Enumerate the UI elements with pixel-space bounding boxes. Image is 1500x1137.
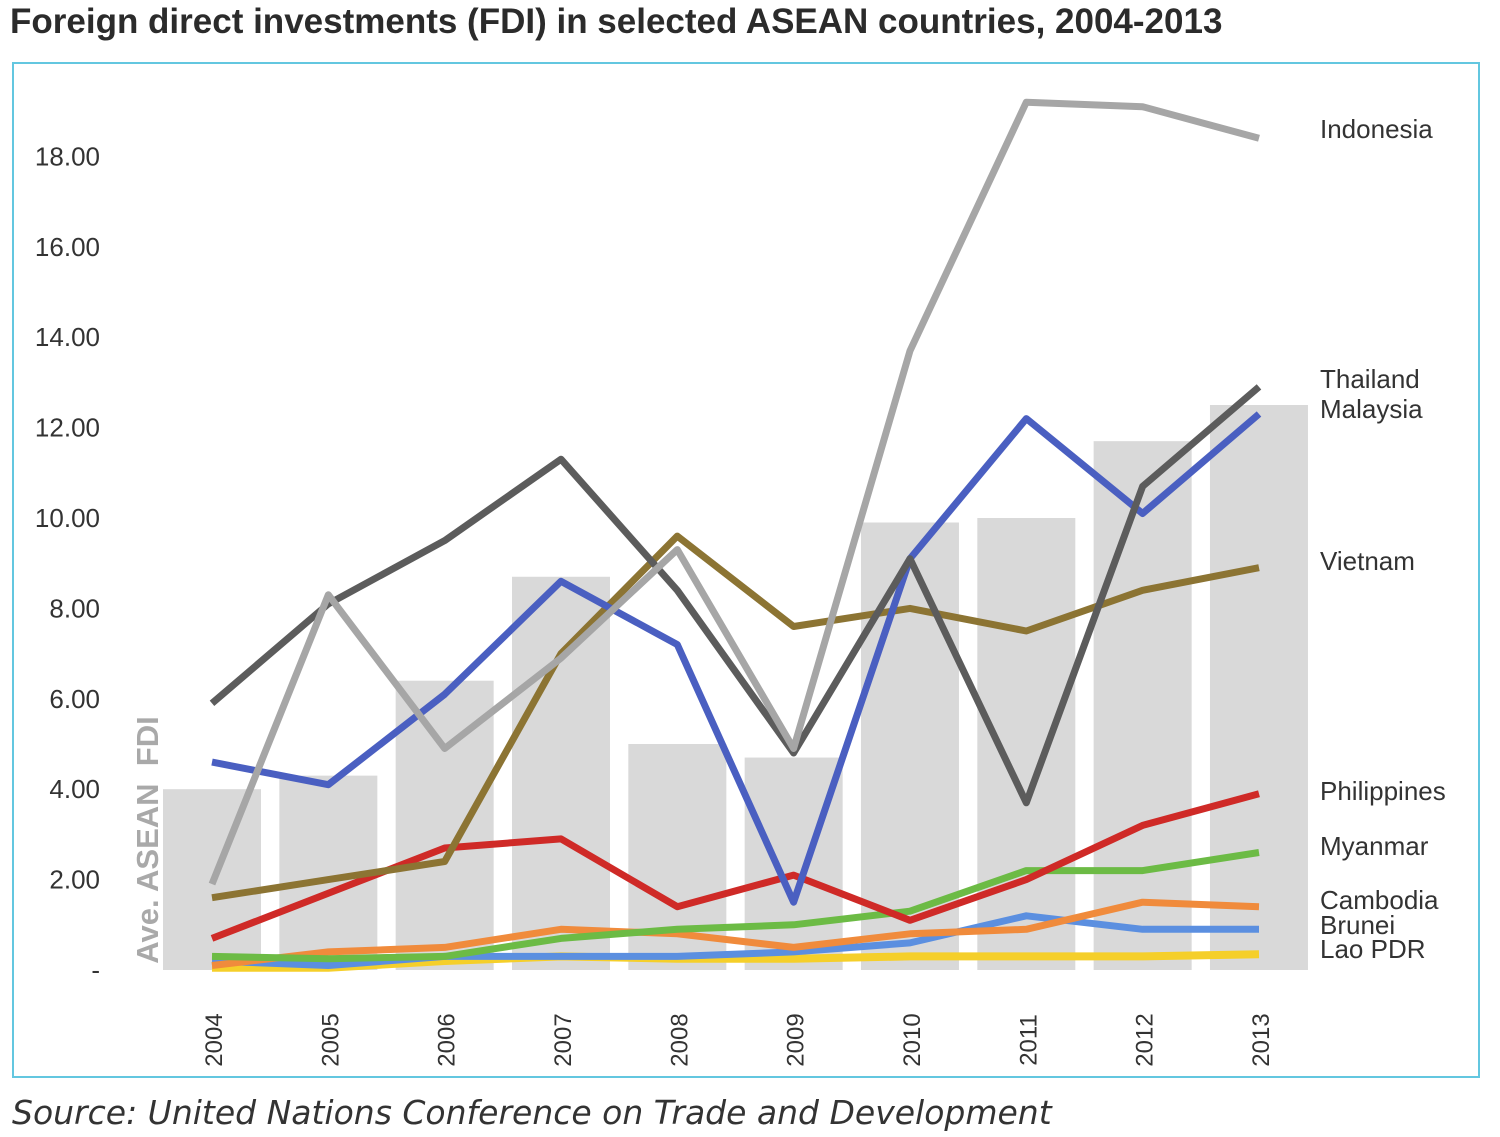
y-tick-label: 8.00 — [49, 593, 100, 623]
line-indonesia — [208, 98, 1260, 886]
bar-ave-asean-2012 — [1093, 441, 1192, 970]
series-label-cambodia: Cambodia — [1320, 885, 1439, 915]
x-tick-label: 2004 — [201, 1013, 228, 1066]
y-tick-label: 4.00 — [49, 774, 100, 804]
series-label-philippines: Philippines — [1320, 776, 1446, 806]
x-tick-label: 2011 — [1015, 1014, 1042, 1066]
series-label-brunei: Brunei — [1320, 910, 1395, 940]
x-tick-label: 2005 — [317, 1013, 344, 1066]
bar-series-label: Ave. ASEAN FDI — [130, 716, 165, 963]
y-tick-label: 12.00 — [35, 413, 100, 443]
bar-ave-asean-2013 — [1209, 405, 1308, 970]
x-tick-label: 2008 — [666, 1013, 693, 1066]
y-tick-label: 14.00 — [35, 322, 100, 352]
y-tick-label: 16.00 — [35, 232, 100, 262]
series-label-malaysia: Malaysia — [1320, 394, 1423, 424]
x-tick-label: 2006 — [434, 1013, 461, 1066]
line-vietnam — [211, 532, 1260, 902]
bar-ave-asean-2010 — [860, 522, 959, 970]
bar-ave-asean-2006 — [395, 680, 494, 970]
y-tick-label: 10.00 — [35, 503, 100, 533]
series-label-thailand: Thailand — [1320, 364, 1420, 394]
series-label-vietnam: Vietnam — [1320, 546, 1415, 576]
chart-frame — [12, 62, 1480, 1078]
series-label-myanmar: Myanmar — [1320, 831, 1429, 861]
bar-ave-asean-2009 — [744, 757, 843, 970]
bar-ave-asean-2007 — [511, 576, 610, 970]
line-myanmar — [211, 849, 1260, 963]
bar-ave-asean-2011 — [977, 518, 1076, 970]
line-thailand — [209, 384, 1262, 807]
y-tick-label: 6.00 — [49, 684, 100, 714]
source-note: Source: United Nations Conference on Tra… — [12, 1093, 1052, 1132]
y-tick-label: - — [91, 955, 100, 985]
x-tick-label: 2009 — [783, 1013, 810, 1066]
line-malaysia — [211, 411, 1262, 906]
line-cambodia — [211, 898, 1260, 969]
series-label-indonesia: Indonesia — [1320, 114, 1433, 144]
y-tick-label: 18.00 — [35, 141, 100, 171]
x-tick-label: 2012 — [1132, 1013, 1159, 1066]
x-tick-label: 2010 — [899, 1013, 926, 1066]
x-tick-label: 2007 — [550, 1013, 577, 1066]
y-tick-label: 2.00 — [49, 865, 100, 895]
chart-title: Foreign direct investments (FDI) in sele… — [10, 2, 1223, 41]
series-label-lao-pdr: Lao PDR — [1320, 934, 1426, 964]
x-tick-label: 2013 — [1248, 1013, 1275, 1066]
